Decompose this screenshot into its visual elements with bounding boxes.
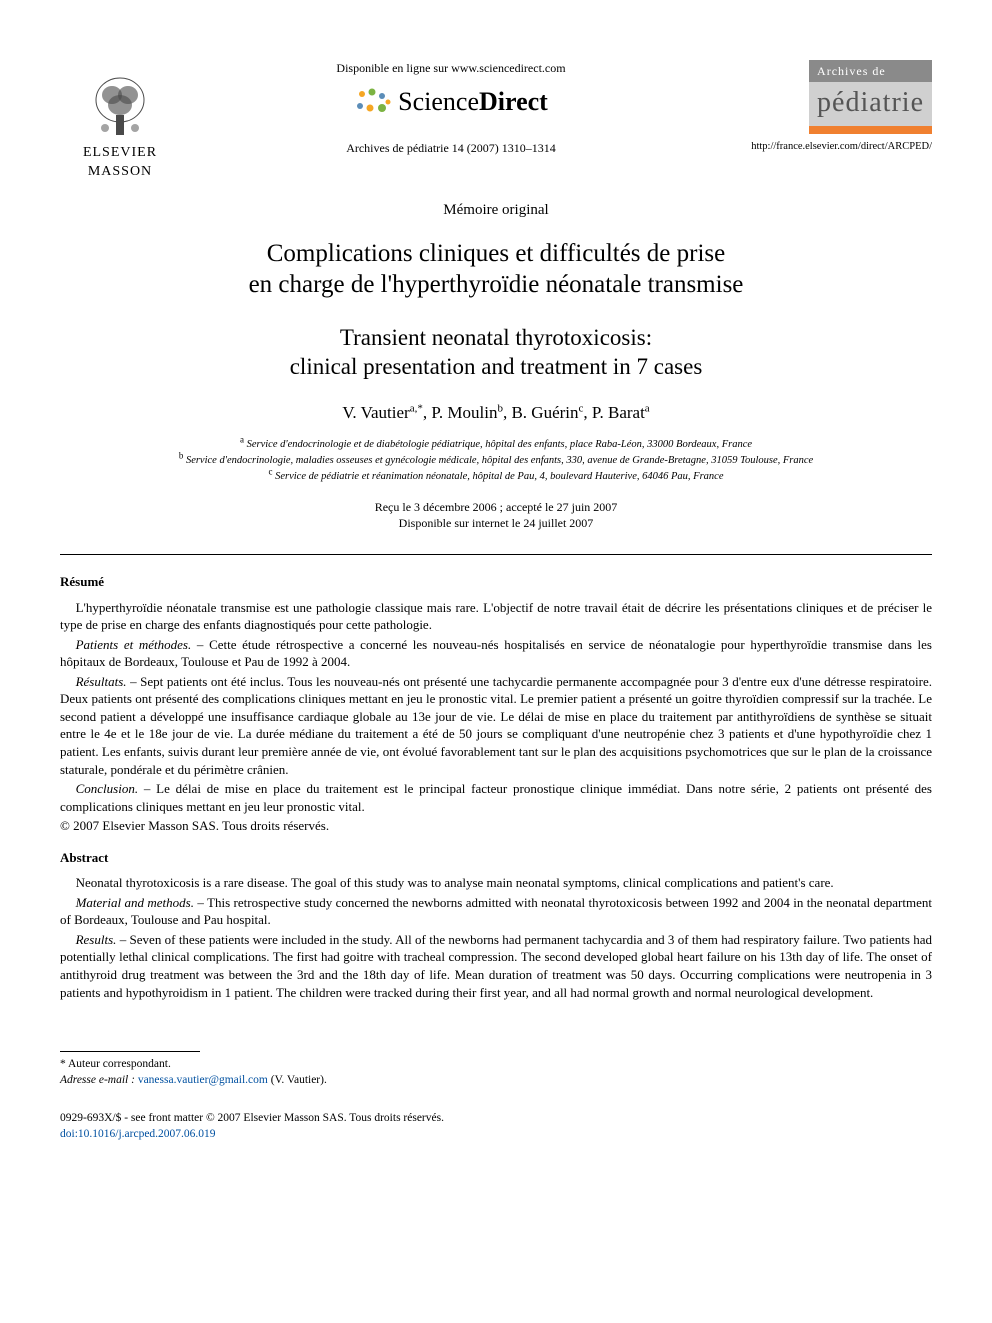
header-center: Disponible en ligne sur www.sciencedirec… (180, 60, 722, 156)
journal-url: http://france.elsevier.com/direct/ARCPED… (722, 140, 932, 154)
affiliations: a Service d'endocrinologie et de diabéto… (60, 437, 932, 484)
abstract-results-label: Results. (76, 932, 120, 947)
email-paren: (V. Vautier). (268, 1074, 327, 1086)
resume-conclusion-label: Conclusion. (76, 781, 144, 796)
resume-results-text: – Sept patients ont été inclus. Tous les… (60, 674, 932, 777)
author-4-sup: a (645, 403, 650, 415)
abstract-results-text: – Seven of these patients were included … (60, 932, 932, 1000)
email-label: Adresse e-mail : (60, 1074, 138, 1086)
abstract-heading: Abstract (60, 849, 932, 867)
author-4: P. Barat (592, 403, 645, 422)
online-availability-text: Disponible en ligne sur www.sciencedirec… (200, 60, 702, 76)
doi-link[interactable]: doi:10.1016/j.arcped.2007.06.019 (60, 1128, 216, 1140)
sciencedirect-logo: ScienceDirect (354, 84, 548, 119)
elsevier-tree-icon (90, 70, 150, 140)
abstract-intro: Neonatal thyrotoxicosis is a rare diseas… (60, 874, 932, 892)
online-date: Disponible sur internet le 24 juillet 20… (60, 515, 932, 532)
resume-intro: L'hyperthyroïdie néonatale transmise est… (60, 599, 932, 634)
abstract-methods: Material and methods. – This retrospecti… (60, 894, 932, 929)
resume-conclusion: Conclusion. – Le délai de mise en place … (60, 780, 932, 815)
corresponding-label: * Auteur correspondant. (60, 1056, 932, 1072)
article-dates: Reçu le 3 décembre 2006 ; accepté le 27 … (60, 499, 932, 533)
resume-heading: Résumé (60, 573, 932, 591)
resume-section: Résumé L'hyperthyroïdie néonatale transm… (60, 573, 932, 835)
received-accepted-date: Reçu le 3 décembre 2006 ; accepté le 27 … (60, 499, 932, 516)
resume-copyright: © 2007 Elsevier Masson SAS. Tous droits … (60, 817, 932, 835)
affiliation-a: Service d'endocrinologie et de diabétolo… (247, 439, 752, 450)
resume-results: Résultats. – Sept patients ont été inclu… (60, 673, 932, 778)
citation-line: Archives de pédiatrie 14 (2007) 1310–131… (200, 140, 702, 156)
footnote-rule (60, 1051, 200, 1052)
section-rule (60, 554, 932, 555)
affiliation-b: Service d'endocrinologie, maladies osseu… (186, 455, 813, 466)
doi-value: 10.1016/j.arcped.2007.06.019 (78, 1128, 216, 1140)
author-2-sup: b (497, 403, 503, 415)
abstract-section: Abstract Neonatal thyrotoxicosis is a ra… (60, 849, 932, 1001)
author-1: V. Vautier (342, 403, 409, 422)
sd-text-direct: Direct (479, 84, 548, 119)
corresponding-footnote: * Auteur correspondant. Adresse e-mail :… (60, 1056, 932, 1088)
abstract-methods-label: Material and methods. (76, 895, 198, 910)
journal-badge: Archives de pédiatrie http://france.else… (722, 60, 932, 154)
authors-line: V. Vautiera,*, P. Moulinb, B. Guérinc, P… (60, 402, 932, 425)
author-3-sup: c (579, 403, 584, 415)
footer: 0929-693X/$ - see front matter © 2007 El… (60, 1110, 932, 1142)
affiliation-c: Service de pédiatrie et réanimation néon… (275, 471, 723, 482)
header-row: ELSEVIER MASSON Disponible en ligne sur … (60, 60, 932, 182)
badge-top-text: Archives de (809, 60, 932, 82)
resume-conclusion-text: – Le délai de mise en place du traitemen… (60, 781, 932, 814)
author-1-sup: a,* (410, 403, 423, 415)
resume-methods: Patients et méthodes. – Cette étude rétr… (60, 636, 932, 671)
corresponding-email-link[interactable]: vanessa.vautier@gmail.com (138, 1074, 268, 1086)
sciencedirect-dots-icon (354, 86, 392, 118)
abstract-results: Results. – Seven of these patients were … (60, 931, 932, 1001)
resume-results-label: Résultats. (76, 674, 131, 689)
author-3: B. Guérin (511, 403, 578, 422)
publisher-name: ELSEVIER MASSON (83, 144, 157, 182)
issn-copyright-line: 0929-693X/$ - see front matter © 2007 El… (60, 1110, 932, 1126)
article-type: Mémoire original (60, 200, 932, 220)
title-english: Transient neonatal thyrotoxicosis: clini… (60, 323, 932, 383)
resume-methods-label: Patients et méthodes. (76, 637, 197, 652)
sd-text-science: Science (398, 84, 479, 119)
badge-accent-bar (809, 126, 932, 134)
publisher-logo: ELSEVIER MASSON (60, 70, 180, 182)
author-2: P. Moulin (431, 403, 497, 422)
title-french: Complications cliniques et difficultés d… (60, 238, 932, 301)
badge-main-text: pédiatrie (809, 82, 932, 126)
doi-label: doi: (60, 1128, 78, 1140)
